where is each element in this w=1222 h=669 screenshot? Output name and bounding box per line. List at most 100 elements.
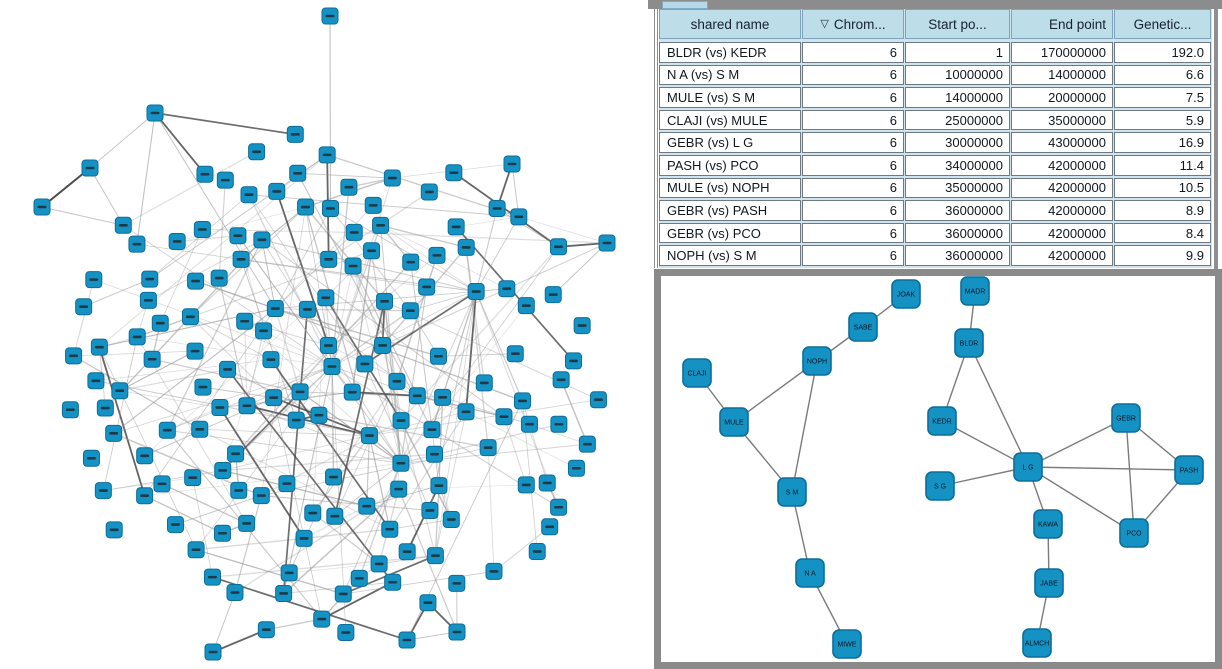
network-node[interactable] xyxy=(538,474,556,492)
network-node[interactable] xyxy=(550,415,568,433)
table-cell[interactable]: 8.9 xyxy=(1114,200,1211,221)
node-NOPH[interactable]: NOPH xyxy=(802,346,832,376)
network-node[interactable] xyxy=(392,454,410,472)
node-BLDR[interactable]: BLDR xyxy=(954,328,984,358)
table-cell[interactable]: 42000000 xyxy=(1011,177,1113,199)
table-cell[interactable]: 36000000 xyxy=(905,222,1010,244)
network-node[interactable] xyxy=(90,338,108,356)
network-node[interactable] xyxy=(128,235,146,253)
table-cell[interactable]: 36000000 xyxy=(905,200,1010,221)
network-node[interactable] xyxy=(517,297,535,315)
table-cell[interactable]: 11.4 xyxy=(1114,154,1211,176)
network-node[interactable] xyxy=(297,198,315,216)
node-MULE[interactable]: MULE xyxy=(719,407,749,437)
node-KAWA[interactable]: KAWA xyxy=(1033,509,1063,539)
network-edge-LG-PCO[interactable] xyxy=(1027,466,1135,534)
table-cell[interactable]: GEBR (vs) PASH xyxy=(659,200,801,221)
node-GEBR[interactable]: GEBR xyxy=(1111,403,1141,433)
network-node[interactable] xyxy=(226,584,244,602)
network-node[interactable] xyxy=(111,382,129,400)
table-cell[interactable]: 10000000 xyxy=(905,64,1010,86)
table-cell[interactable]: 6 xyxy=(802,222,904,244)
network-node[interactable] xyxy=(94,482,112,500)
network-node[interactable] xyxy=(229,227,247,245)
network-node[interactable] xyxy=(158,421,176,439)
network-node[interactable] xyxy=(85,271,103,289)
node-CLAJI[interactable]: CLAJI xyxy=(682,358,712,388)
network-node[interactable] xyxy=(326,507,344,525)
network-node[interactable] xyxy=(420,183,438,201)
network-node[interactable] xyxy=(343,383,361,401)
network-node[interactable] xyxy=(33,198,51,216)
network-node[interactable] xyxy=(194,378,212,396)
table-cell[interactable]: 6.6 xyxy=(1114,64,1211,86)
table-cell[interactable]: GEBR (vs) PCO xyxy=(659,222,801,244)
node-LG[interactable]: L G xyxy=(1013,452,1043,482)
network-node[interactable] xyxy=(230,481,248,499)
network-node[interactable] xyxy=(278,475,296,493)
network-node[interactable] xyxy=(510,208,528,226)
network-node[interactable] xyxy=(392,412,410,430)
network-node[interactable] xyxy=(564,352,582,370)
table-cell[interactable]: NOPH (vs) S M xyxy=(659,245,801,266)
network-node[interactable] xyxy=(485,562,503,580)
table-cell[interactable]: 42000000 xyxy=(1011,245,1113,266)
network-node[interactable] xyxy=(191,420,209,438)
network-edge-LG-PASH[interactable] xyxy=(1027,466,1190,471)
network-node[interactable] xyxy=(321,7,339,25)
network-node[interactable] xyxy=(203,568,221,586)
network-node[interactable] xyxy=(429,347,447,365)
table-cell[interactable]: 34000000 xyxy=(905,154,1010,176)
table-cell[interactable]: 6 xyxy=(802,109,904,131)
table-cell[interactable]: 35000000 xyxy=(1011,109,1113,131)
network-node[interactable] xyxy=(287,411,305,429)
network-node[interactable] xyxy=(479,439,497,457)
network-node[interactable] xyxy=(337,624,355,642)
network-node[interactable] xyxy=(105,424,123,442)
network-node[interactable] xyxy=(448,623,466,641)
network-node[interactable] xyxy=(238,397,256,415)
table-cell[interactable]: 6 xyxy=(802,245,904,266)
table-cell[interactable]: 20000000 xyxy=(1011,87,1113,108)
network-node[interactable] xyxy=(384,573,402,591)
table-cell[interactable]: 16.9 xyxy=(1114,132,1211,153)
network-node[interactable] xyxy=(350,569,368,587)
network-node[interactable] xyxy=(268,182,286,200)
network-node[interactable] xyxy=(552,371,570,389)
network-node[interactable] xyxy=(398,631,416,649)
network-node[interactable] xyxy=(517,476,535,494)
network-node[interactable] xyxy=(360,427,378,445)
network-node[interactable] xyxy=(139,291,157,309)
table-cell[interactable]: 6 xyxy=(802,154,904,176)
network-node[interactable] xyxy=(376,292,394,310)
network-node[interactable] xyxy=(364,196,382,214)
network-node[interactable] xyxy=(573,317,591,335)
table-cell[interactable]: PASH (vs) PCO xyxy=(659,154,801,176)
table-cell[interactable]: 43000000 xyxy=(1011,132,1113,153)
network-node[interactable] xyxy=(184,469,202,487)
network-node[interactable] xyxy=(448,574,466,592)
table-cell[interactable]: 1 xyxy=(905,42,1010,63)
network-node[interactable] xyxy=(252,487,270,505)
table-cell[interactable]: 25000000 xyxy=(905,109,1010,131)
node-JOAK[interactable]: JOAK xyxy=(891,279,921,309)
network-node[interactable] xyxy=(286,125,304,143)
network-edge-GEBR-PCO[interactable] xyxy=(1125,417,1135,534)
network-node[interactable] xyxy=(544,286,562,304)
network-node[interactable] xyxy=(96,399,114,417)
network-node[interactable] xyxy=(495,408,513,426)
column-header-4[interactable]: Genetic... xyxy=(1114,9,1211,39)
network-node[interactable] xyxy=(372,216,390,234)
network-node[interactable] xyxy=(345,223,363,241)
network-node[interactable] xyxy=(426,547,444,565)
network-node[interactable] xyxy=(319,337,337,355)
node-SG[interactable]: S G xyxy=(925,471,955,501)
network-node[interactable] xyxy=(240,186,258,204)
network-node[interactable] xyxy=(503,155,521,173)
network-node[interactable] xyxy=(82,449,100,467)
network-edge-BLDR-LG[interactable] xyxy=(968,342,1029,468)
network-node[interactable] xyxy=(356,355,374,373)
network-node[interactable] xyxy=(227,445,245,463)
column-header-3[interactable]: End point xyxy=(1011,9,1113,39)
